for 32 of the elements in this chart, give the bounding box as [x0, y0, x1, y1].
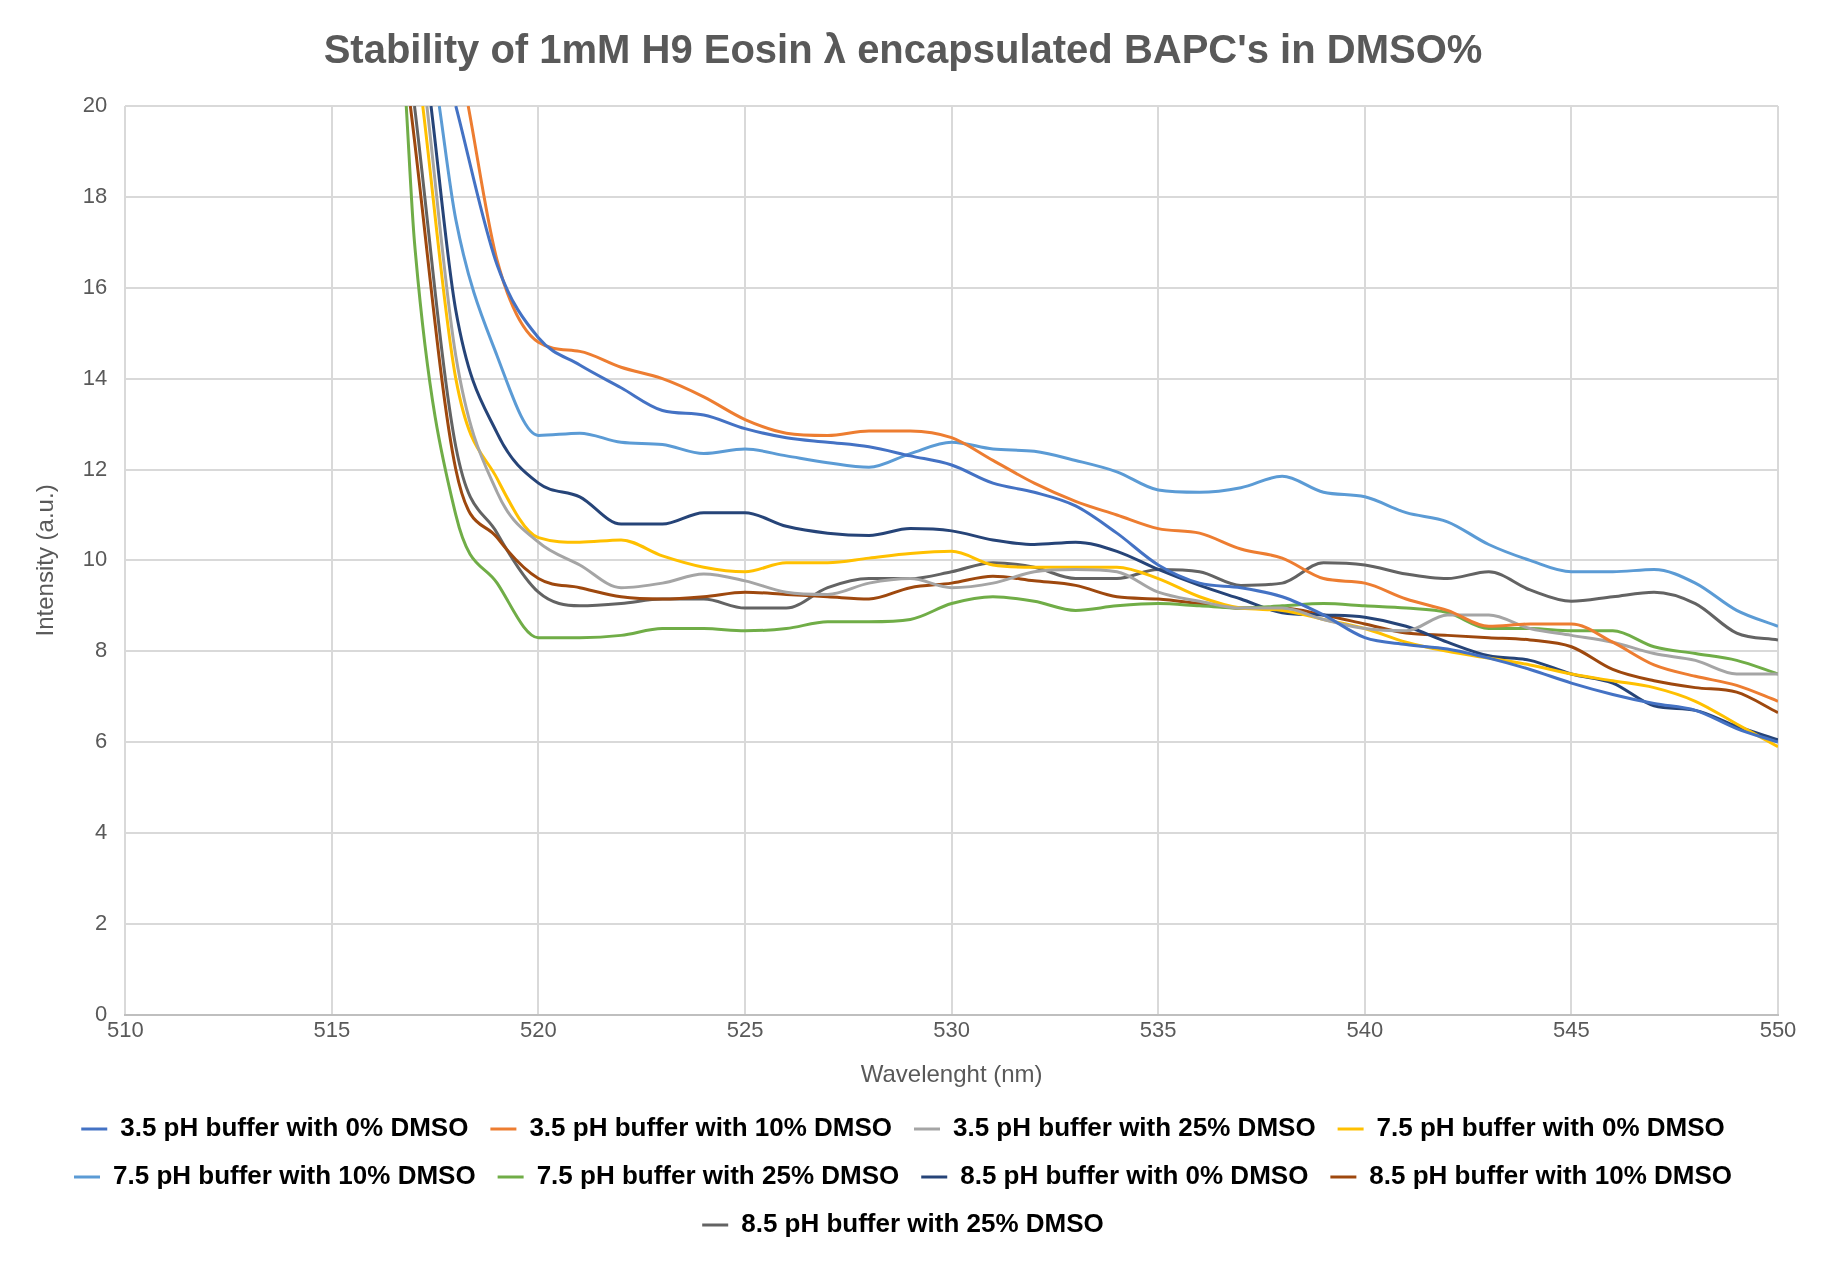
- x-tick-label: 530: [933, 1017, 970, 1043]
- y-tick-label: 6: [95, 728, 108, 754]
- legend-label: 7.5 pH buffer with 10% DMSO: [113, 1160, 476, 1191]
- y-tick-label: 20: [82, 92, 108, 118]
- y-tick-label: 0: [95, 1000, 108, 1026]
- y-tick-label: 18: [82, 182, 108, 208]
- legend-label: 3.5 pH buffer with 0% DMSO: [120, 1112, 469, 1143]
- legend-label: 8.5 pH buffer with 10% DMSO: [1369, 1160, 1732, 1191]
- x-tick-label: 510: [106, 1017, 144, 1043]
- x-tick-label: 515: [313, 1017, 351, 1043]
- y-axis-title: Intensity (a.u.): [31, 484, 59, 637]
- chart-title: Stability of 1mM H9 Eosin λ encapsulated BAPC's in DMSO%: [323, 27, 1483, 72]
- x-tick-label: 535: [1139, 1017, 1177, 1043]
- y-tick-label: 12: [82, 455, 108, 481]
- x-tick-label: 525: [726, 1017, 764, 1043]
- legend-label: 3.5 pH buffer with 10% DMSO: [529, 1112, 893, 1143]
- y-tick-label: 4: [95, 819, 108, 845]
- y-tick-label: 16: [82, 273, 108, 299]
- legend-label: 7.5 pH buffer with 0% DMSO: [1376, 1112, 1725, 1143]
- y-tick-label: 8: [95, 637, 108, 663]
- x-tick-label: 550: [1759, 1017, 1797, 1043]
- x-tick-label: 545: [1553, 1017, 1590, 1043]
- legend-label: 7.5 pH buffer with 25% DMSO: [536, 1160, 900, 1191]
- x-tick-label: 540: [1346, 1017, 1384, 1043]
- y-tick-label: 10: [82, 546, 108, 572]
- x-tick-label: 520: [520, 1017, 557, 1043]
- y-tick-label: 14: [82, 364, 108, 390]
- legend-label: 8.5 pH buffer with 25% DMSO: [741, 1208, 1104, 1239]
- legend-label: 8.5 pH buffer with 0% DMSO: [960, 1160, 1309, 1191]
- y-tick-label: 2: [95, 909, 108, 935]
- x-axis-title: Wavelenght (nm): [860, 1060, 1043, 1088]
- legend-label: 3.5 pH buffer with 25% DMSO: [953, 1112, 1316, 1143]
